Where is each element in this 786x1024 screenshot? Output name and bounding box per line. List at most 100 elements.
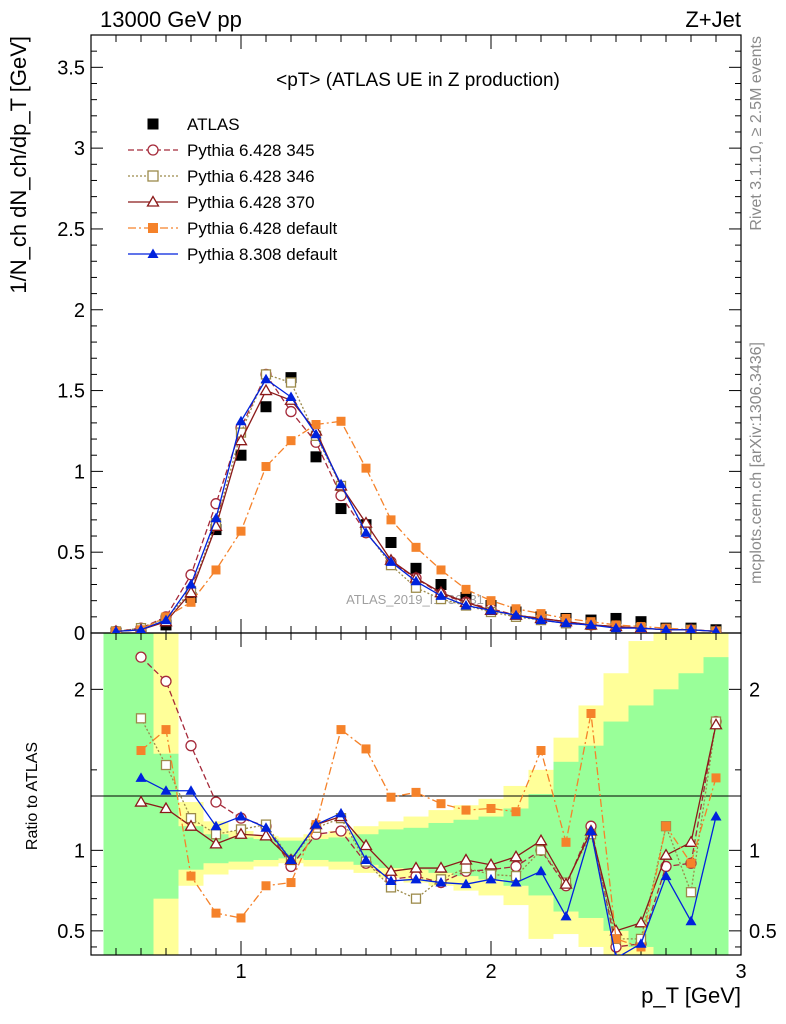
band-inner-bin xyxy=(103,633,129,955)
main-pythia-6-428-default-point xyxy=(211,565,221,575)
main-pythia-8-308-default-point xyxy=(485,604,497,615)
legend-label: Pythia 6.428 default xyxy=(187,219,338,238)
main-pythia-8-308-default-point xyxy=(460,600,472,610)
y-tick-label: 2 xyxy=(74,300,85,322)
main-pythia-6-428-370-point xyxy=(184,585,198,598)
main-pythia-8-308-default-point xyxy=(535,614,547,625)
main-pythia-6-428-370-point xyxy=(259,383,273,396)
ratio-pythia-6-428-345-point xyxy=(160,675,172,687)
band-inner-bin xyxy=(603,721,629,931)
ratio-pythia-6-428-345-point xyxy=(210,796,222,808)
ratio-pythia-6-428-default-point xyxy=(136,746,146,756)
ratio-pythia-6-428-370-point xyxy=(684,835,698,847)
legend: ATLAS Pythia 6.428 345 Pythia 6.428 346 Pyt… xyxy=(128,115,338,264)
y-tick-label: 2.5 xyxy=(57,219,85,241)
ratio-pythia-6-428-default-point xyxy=(436,799,446,809)
collision-label: 13000 GeV pp xyxy=(100,7,242,32)
ratio-pythia-8-308-default-point xyxy=(635,938,647,948)
ratio-pythia-8-308-default-point xyxy=(185,785,197,795)
y-tick-label: 1 xyxy=(74,461,85,483)
main-pythia-6-428-default-point xyxy=(261,462,271,472)
ratio-pythia-8-308-default-point xyxy=(535,865,547,876)
band-inner-bin xyxy=(378,829,404,869)
y-tick-label: 0.5 xyxy=(57,542,85,564)
main-pythia-6-428-default-point xyxy=(236,526,246,536)
main-pythia-8-308-default-point xyxy=(285,391,297,402)
ratio-pythia-8-308-default-point xyxy=(385,875,397,885)
main-pythia-6-428-default-point xyxy=(461,584,471,594)
ratio-pythia-6-428-370-point xyxy=(709,717,723,730)
y-axis-label: 1/N_ch dN_ch/dp_T [GeV] xyxy=(6,36,31,294)
main-atlas-point xyxy=(435,579,447,591)
main-pythia-6-428-default-point xyxy=(436,565,446,575)
main-pythia-8-308-default-point xyxy=(310,428,322,439)
ratio-pythia-6-428-default-point xyxy=(336,725,346,735)
legend-label: Pythia 6.428 370 xyxy=(187,193,315,212)
legend-marker xyxy=(148,223,158,233)
main-pythia-8-308-default-point xyxy=(360,527,372,537)
ratio-y-tick-label-right: 1 xyxy=(749,840,760,862)
legend-marker xyxy=(146,195,160,207)
main-atlas-point xyxy=(310,451,322,463)
legend-marker xyxy=(147,144,159,156)
main-pythia-8-308-default-point xyxy=(560,617,572,628)
ratio-pythia-6-428-346-point xyxy=(135,713,147,724)
main-pythia-8-308-default-point xyxy=(160,614,172,625)
ratio-pythia-6-428-default-point xyxy=(711,773,721,783)
ratio-pythia-6-428-default-point xyxy=(286,878,296,888)
ratio-pythia-6-428-370-point xyxy=(234,827,248,839)
ratio-pythia-8-308-default-point xyxy=(360,854,372,865)
ratio-pythia-6-428-370-point xyxy=(459,853,473,865)
ratio-pythia-8-308-default-point xyxy=(510,877,522,887)
main-pythia-8-308-default-point xyxy=(435,590,447,600)
ratio-pythia-6-428-346-point xyxy=(685,887,697,898)
chart-title: <pT> (ATLAS UE in Z production) xyxy=(276,70,560,91)
ratio-pythia-8-308-default-point xyxy=(410,873,422,884)
band-inner-bin xyxy=(253,839,279,861)
main-pythia-8-308-default-point xyxy=(260,373,272,384)
band-inner-bin xyxy=(178,826,204,870)
ratio-pythia-6-428-370-point xyxy=(509,849,523,862)
ratio-pythia-6-428-370-point xyxy=(659,848,673,860)
band-inner-bin xyxy=(628,705,654,947)
legend-marker xyxy=(147,170,159,182)
legend-label: ATLAS xyxy=(187,115,240,134)
main-pythia-6-428-default-point xyxy=(361,463,371,473)
ratio-y-tick-label-right: 0.5 xyxy=(749,921,777,943)
ratio-series xyxy=(134,651,723,955)
main-pythia-8-308-default-point xyxy=(385,556,397,566)
ratio-pythia-8-308-default-point xyxy=(685,915,697,926)
mcplots-label: mcplots.cern.ch [arXiv:1306.3436] xyxy=(748,342,765,584)
ratio-pythia-6-428-370-point xyxy=(559,877,573,889)
main-atlas-point xyxy=(260,401,272,413)
main-atlas-point xyxy=(610,612,622,624)
main-pythia-8-308-default-point xyxy=(335,478,347,489)
ratio-pythia-6-428-default-point xyxy=(461,805,471,815)
ratio-pythia-6-428-346-point xyxy=(460,862,472,874)
ratio-pythia-8-308-default-point xyxy=(135,772,147,782)
main-series xyxy=(110,368,722,633)
ratio-pythia-6-428-default-point xyxy=(186,871,196,881)
legend-label: Pythia 8.308 default xyxy=(187,245,338,264)
ratio-pythia-6-428-345-point xyxy=(185,740,197,752)
band-inner-bin xyxy=(303,839,329,861)
main-pythia-8-308-default-point xyxy=(210,512,222,523)
main-pythia-6-428-default-point xyxy=(536,609,546,619)
ratio-pythia-6-428-370-point xyxy=(184,819,198,831)
ratio-pythia-6-428-370-point xyxy=(534,833,548,846)
ratio-pythia-8-308-default-point xyxy=(210,820,222,831)
ratio-pythia-6-428-370-point xyxy=(434,861,448,873)
legend-marker xyxy=(147,248,159,258)
main-pythia-6-428-default-point xyxy=(486,596,496,606)
ratio-pythia-8-308-default-point xyxy=(310,819,322,829)
ratio-pythia-8-308-default-point xyxy=(160,785,172,795)
ratio-pythia-6-428-default-point xyxy=(511,807,521,817)
y-tick-label: 3.5 xyxy=(57,57,85,79)
ratio-pythia-6-428-370-point xyxy=(134,795,148,807)
ratio-pythia-6-428-370-point xyxy=(209,837,223,849)
main-pythia-6-428-370-point xyxy=(359,516,373,528)
ratio-pythia-6-428-370-point xyxy=(634,916,648,928)
ratio-pythia-8-308-default-point xyxy=(460,878,472,889)
main-pythia-8-308-default-point xyxy=(660,624,672,633)
